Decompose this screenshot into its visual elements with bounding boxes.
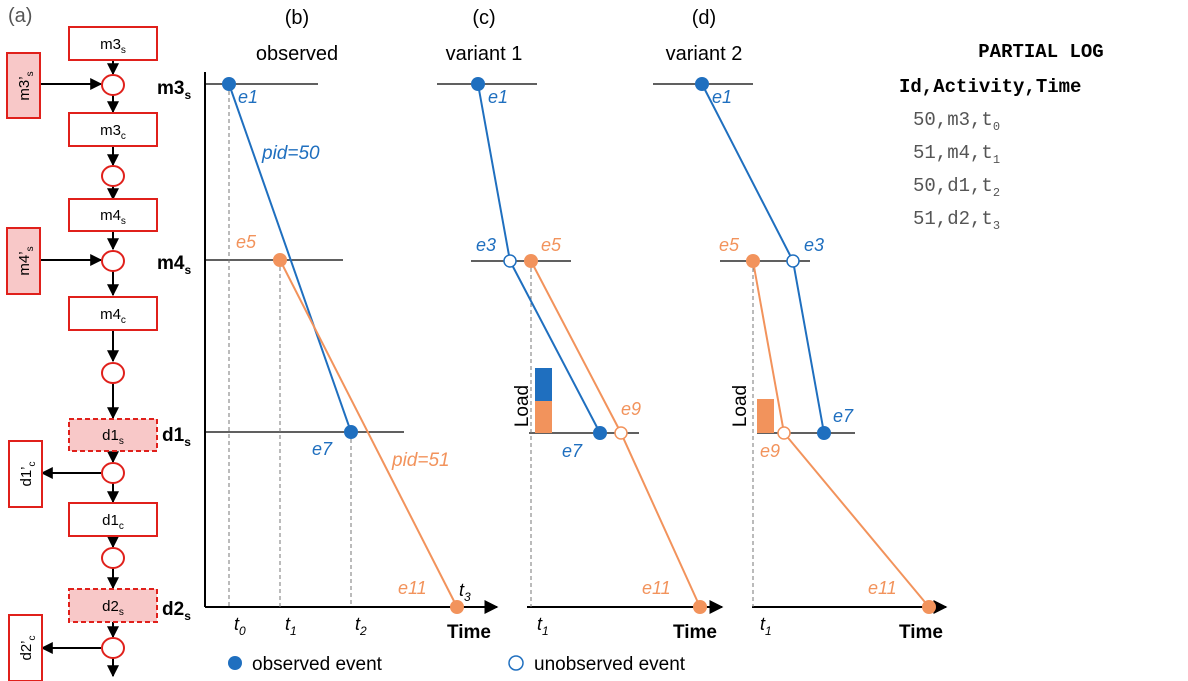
svg-text:t2: t2 (355, 614, 367, 638)
station-d2: d2s (162, 599, 191, 623)
svg-text:t1: t1 (537, 614, 549, 638)
station-m3: m3s (157, 78, 191, 102)
svg-text:m4s: m4s (100, 207, 126, 227)
svg-text:d1c: d1c (102, 512, 124, 532)
svg-text:d1’c: d1’c (18, 461, 38, 486)
petri-arcs (40, 60, 119, 678)
svg-text:e7: e7 (312, 439, 333, 459)
load-label-c: Load (512, 385, 533, 427)
petri-net: (a) (6, 5, 158, 681)
svg-text:e1: e1 (712, 87, 732, 107)
legend-observed-marker (228, 656, 242, 670)
load-bar-orange (535, 401, 552, 433)
svg-text:e3: e3 (804, 235, 824, 255)
svg-text:m3s: m3s (100, 36, 126, 56)
panel-observed: (b) observed m3s m4s d1s d2s e1 e7 e5 e1… (157, 7, 499, 643)
panel-variant-2: (d) variant 2 Load e1 e3 e5 e7 e9 e11 t1… (653, 7, 948, 643)
event-e11-observed (450, 600, 464, 614)
svg-text:d2s: d2s (102, 598, 124, 618)
time-axis-label-c: Time (673, 622, 717, 643)
svg-text:e5: e5 (541, 235, 562, 255)
panel-variant-1: (c) variant 1 Load e1 e3 e5 e7 e9 e11 t1… (437, 7, 724, 643)
legend-unobserved-label: unobserved event (534, 654, 686, 675)
svg-text:e7: e7 (833, 406, 854, 426)
load-label-d: Load (730, 385, 751, 427)
svg-text:m3c: m3c (100, 122, 126, 142)
log-row: 51,m4,t1 (913, 142, 1000, 167)
legend: observed event unobserved event (228, 654, 686, 675)
log-row: 50,d1,t2 (913, 175, 1000, 200)
event-e7-observed (344, 425, 358, 439)
load-bar-orange-d (757, 399, 774, 433)
log-title: PARTIAL LOG (978, 41, 1103, 63)
svg-text:e11: e11 (398, 578, 427, 598)
svg-text:e11: e11 (642, 578, 671, 598)
svg-text:t1: t1 (760, 614, 772, 638)
panel-b-title: observed (256, 43, 338, 65)
svg-text:t0: t0 (234, 614, 246, 638)
svg-text:e11: e11 (868, 578, 897, 598)
panel-d-label: (d) (692, 7, 716, 29)
svg-text:m3’s: m3’s (16, 71, 36, 100)
svg-text:e1: e1 (488, 87, 508, 107)
trajectory-pid50 (228, 83, 352, 433)
event-e1-observed (222, 77, 236, 91)
svg-text:d1s: d1s (102, 427, 124, 447)
log-header: Id,Activity,Time (899, 76, 1081, 98)
legend-observed-label: observed event (252, 654, 383, 675)
petri-transitions: m3s m3c m4s m4c d1s d1c d2s m3’s m4’s d1… (6, 26, 158, 681)
petri-places (101, 74, 125, 659)
panel-c-label: (c) (472, 7, 495, 29)
time-axis-label-b: Time (447, 622, 491, 643)
svg-text:e9: e9 (621, 399, 641, 419)
svg-text:e7: e7 (562, 441, 583, 461)
load-bar-blue (535, 368, 552, 401)
log-row: 50,m3,t0 (913, 109, 1000, 134)
pid50-label: pid=50 (261, 143, 320, 164)
partial-log: PARTIAL LOG Id,Activity,Time 50,m3,t0 51… (899, 41, 1104, 233)
svg-text:e5: e5 (236, 232, 257, 252)
svg-text:m4’s: m4’s (16, 246, 36, 275)
log-row: 51,d2,t3 (913, 208, 1000, 233)
panel-d-title: variant 2 (666, 43, 743, 65)
trajectory-pid51 (279, 259, 458, 608)
pid51-label: pid=51 (391, 450, 450, 471)
legend-unobserved-marker (508, 655, 524, 671)
panel-b-label: (b) (285, 7, 309, 29)
svg-text:t1: t1 (285, 614, 297, 638)
panel-c-title: variant 1 (446, 43, 523, 65)
station-m4: m4s (157, 253, 191, 277)
svg-text:e5: e5 (719, 235, 740, 255)
svg-text:e9: e9 (760, 441, 780, 461)
time-axis-label-d: Time (899, 622, 943, 643)
svg-text:e3: e3 (476, 235, 496, 255)
svg-text:d2’c: d2’c (18, 635, 38, 660)
svg-text:e1: e1 (238, 87, 258, 107)
svg-text:m4c: m4c (100, 306, 126, 326)
panel-a-label: (a) (8, 5, 32, 27)
event-e5-observed (273, 253, 287, 267)
station-d1: d1s (162, 425, 191, 449)
svg-text:t3: t3 (459, 580, 471, 604)
